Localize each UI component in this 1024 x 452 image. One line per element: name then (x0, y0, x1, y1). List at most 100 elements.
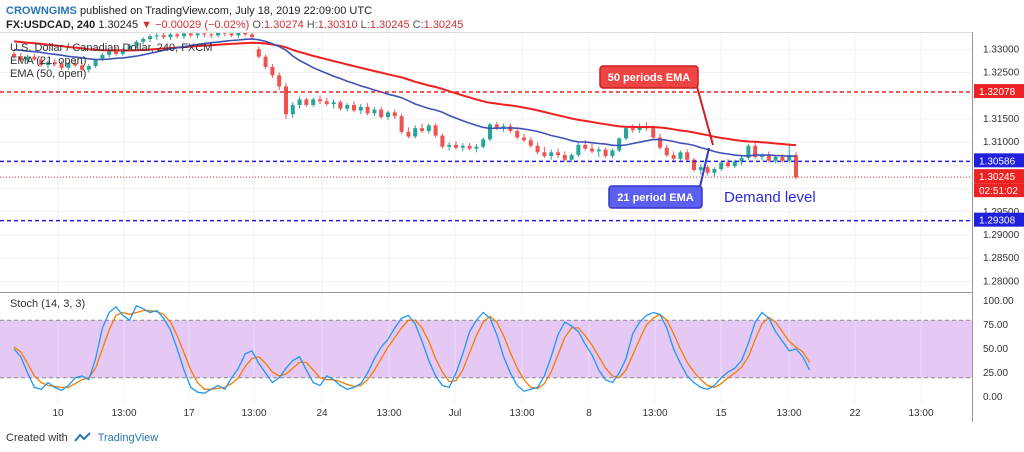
candle-58 (406, 127, 411, 139)
candle-9 (73, 59, 78, 67)
stochastic-chart[interactable] (0, 293, 972, 405)
candle-body-45 (318, 99, 322, 102)
candle-111 (766, 151, 771, 163)
stochastic-legend[interactable]: Stoch (14, 3, 3) (10, 298, 86, 310)
price-tag-bg-1 (974, 153, 1024, 168)
tradingview-brand[interactable]: TradingView (97, 432, 159, 444)
candle-57 (399, 114, 404, 134)
candle-body-76 (528, 140, 533, 146)
candle-body-97 (671, 155, 676, 159)
publish-info: published on TradingView.com, July 18, 2… (79, 5, 373, 17)
candle-23 (168, 33, 173, 40)
author-name[interactable]: CROWNGIMS (6, 5, 77, 17)
candle-6 (52, 58, 57, 67)
candle-body-52 (365, 106, 370, 114)
y-tick-label-1: 1.32500 (983, 67, 1020, 78)
candle-body-9 (73, 63, 78, 66)
candle-74 (515, 128, 520, 140)
candle-body-77 (535, 145, 540, 153)
candle-105 (726, 158, 730, 169)
price-axis[interactable]: 1.33000 1.32500 1.31500 1.31000 1.29500 1.290… (972, 32, 1024, 422)
candle-55 (386, 110, 390, 120)
candle-1 (18, 52, 23, 63)
candle-54 (379, 106, 384, 119)
candle-body-86 (596, 149, 601, 152)
candle-103 (712, 167, 717, 177)
ema21-annotation-text: 21 period EMA (617, 192, 693, 204)
candle-63 (440, 133, 445, 149)
candle-44 (311, 97, 316, 107)
candle-body-87 (603, 149, 608, 157)
candle-body-11 (86, 65, 91, 70)
candle-body-32 (229, 33, 234, 36)
candle-body-43 (304, 99, 309, 105)
candle-body-91 (630, 128, 635, 131)
candle-body-7 (59, 64, 64, 68)
candle-body-96 (664, 147, 669, 156)
candle-78 (542, 146, 547, 158)
price-chart[interactable]: 50 periods EMA 21 period EMA Demand level (0, 33, 972, 293)
ema21-annotation-pointer (698, 147, 710, 192)
candle-66 (460, 143, 465, 152)
ema50-line (13, 40, 797, 147)
candle-21 (154, 33, 159, 40)
candle-90 (624, 126, 628, 141)
candle-36 (256, 46, 261, 59)
candle-body-46 (324, 101, 329, 105)
candle-69 (481, 137, 486, 149)
candle-104 (719, 160, 724, 171)
stoch-y-tick-4: 0.00 (983, 392, 1003, 403)
high-label: H: (306, 19, 318, 31)
candle-7 (59, 60, 64, 71)
candle-47 (331, 99, 336, 109)
chart-legend: U.S. Dollar / Canadian Dollar, 240, FXCM… (10, 42, 212, 81)
candle-11 (86, 64, 91, 73)
ema21-legend[interactable]: EMA (21, open) (10, 55, 87, 67)
candle-37 (263, 54, 268, 69)
candle-body-85 (590, 148, 594, 152)
candle-109 (753, 142, 758, 159)
candle-99 (685, 149, 690, 162)
candle-body-59 (413, 128, 418, 137)
candle-33 (236, 33, 241, 39)
ema50-annotation: 50 periods EMA (599, 65, 714, 146)
candle-42 (297, 96, 302, 109)
candle-body-8 (66, 63, 71, 68)
candle-body-13 (100, 54, 105, 60)
ema50-legend[interactable]: EMA (50, open) (10, 68, 87, 80)
stoch-k-line (13, 304, 811, 394)
candle-body-88 (610, 150, 615, 157)
candle-0 (12, 51, 16, 59)
candle-body-4 (39, 59, 44, 66)
candle-body-112 (773, 156, 778, 161)
candle-body-78 (542, 152, 547, 157)
candle-body-31 (222, 33, 227, 34)
candle-body-16 (120, 49, 125, 54)
candle-62 (433, 123, 438, 138)
price-tag-bg-3 (974, 212, 1024, 227)
symbol-label[interactable]: FX:USDCAD, 240 (6, 19, 96, 31)
candle-67 (467, 143, 472, 151)
candle-96 (664, 144, 669, 157)
price-pane[interactable]: 50 periods EMA 21 period EMA Demand level (0, 32, 972, 293)
candle-body-50 (352, 104, 356, 111)
candle-body-105 (726, 162, 730, 167)
ema50-annotation-text: 50 periods EMA (608, 72, 691, 84)
candle-86 (596, 146, 601, 157)
stochastic-pane[interactable] (0, 292, 972, 405)
candle-56 (392, 109, 397, 119)
time-axis[interactable]: 10 13:00 17 13:00 24 13:00 Jul 13:00 8 13:00 15 13:… (0, 404, 972, 422)
candle-53 (372, 106, 377, 117)
candle-body-102 (705, 167, 710, 173)
candle-19 (141, 37, 146, 45)
candle-28 (202, 33, 207, 38)
candle-2 (25, 54, 30, 64)
candle-75 (522, 133, 526, 143)
candle-114 (787, 143, 792, 163)
candle-body-17 (127, 45, 132, 50)
countdown-label: 02:51:02 (979, 186, 1018, 197)
candle-body-41 (290, 104, 295, 115)
candle-body-12 (93, 59, 98, 66)
candle-body-22 (161, 35, 166, 38)
close-label: C: (412, 19, 424, 31)
